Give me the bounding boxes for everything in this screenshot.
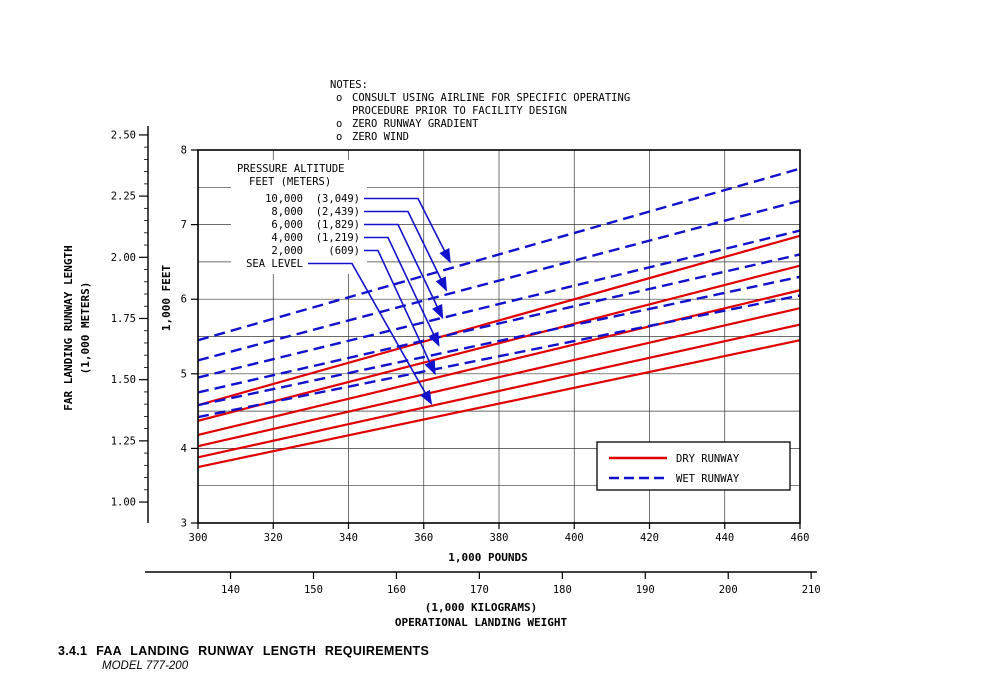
meters-tick-label: 1.50: [111, 374, 136, 386]
key-title-line1: PRESSURE ALTITUDE: [237, 163, 344, 175]
model-label: MODEL 777-200: [102, 660, 189, 672]
key-arrow: [308, 262, 433, 406]
wet-runway-line: [197, 294, 801, 419]
key-arrow: [364, 223, 444, 320]
meters-tick-label: 2.50: [111, 129, 136, 141]
dry-runway-line: [197, 339, 801, 469]
note-bullet: o: [336, 131, 342, 143]
kilograms-tick-label: 190: [636, 584, 655, 596]
key-arrow: [364, 210, 448, 292]
dry-runway-line: [197, 323, 801, 459]
axes: 300 320 340 360 380 400 420 440 460 3 4 5 6 7 8 1.00 1.2…: [111, 126, 821, 596]
kilograms-tick-label: 210: [802, 584, 821, 596]
feet-tick-label: 8: [181, 145, 187, 157]
legend-label: WET RUNWAY: [676, 473, 740, 485]
operational-landing-weight-title: OPERATIONAL LANDING WEIGHT: [395, 616, 568, 629]
wet-runway-line: [197, 229, 801, 379]
pounds-tick-label: 440: [715, 532, 734, 544]
caption-number: 3.4.1: [58, 644, 88, 658]
key-arrow: [364, 249, 436, 376]
kilograms-tick-label: 180: [553, 584, 572, 596]
caption-title: FAA LANDING RUNWAY LENGTH REQUIREMENTS: [96, 644, 430, 658]
note-bullet: o: [336, 118, 342, 130]
key-background: [231, 160, 367, 274]
feet-tick-label: 4: [181, 443, 187, 455]
key-altitude-label: 2,000: [271, 245, 303, 257]
key-arrow: [364, 236, 440, 347]
key-altitude-label: SEA LEVEL: [246, 258, 303, 270]
wet-runway-line: [197, 167, 801, 342]
dry-runway-line: [197, 307, 801, 448]
kilograms-axis-title: (1,000 KILOGRAMS): [425, 601, 538, 614]
key-altitude-label: 10,000: [265, 193, 303, 205]
note-text: CONSULT USING AIRLINE FOR SPECIFIC OPERA…: [352, 92, 630, 104]
pounds-tick-label: 320: [264, 532, 283, 544]
wet-runway-line: [197, 199, 801, 362]
pounds-tick-label: 380: [490, 532, 509, 544]
dry-runway-line: [197, 264, 801, 422]
feet-axis-title: 1,000 FEET: [160, 265, 173, 332]
legend-box: DRY RUNWAY WET RUNWAY: [596, 441, 791, 491]
pounds-tick-label: 420: [640, 532, 659, 544]
feet-tick-label: 5: [181, 368, 187, 380]
note-bullet: o: [336, 92, 342, 104]
wet-runway-line: [197, 253, 801, 394]
wet-runway-line: [197, 275, 801, 407]
pounds-tick-label: 400: [565, 532, 584, 544]
legend-label: DRY RUNWAY: [676, 453, 740, 465]
meters-tick-label: 2.00: [111, 252, 136, 264]
pounds-tick-label: 460: [791, 532, 810, 544]
key-arrow: [364, 197, 451, 264]
key-meters-label: (1,829): [316, 219, 360, 231]
meters-tick-label: 1.25: [111, 435, 136, 447]
notes-block: NOTES:o CONSULT USING AIRLINE FOR SPECIFI…: [330, 79, 630, 143]
feet-tick-label: 7: [181, 219, 187, 231]
note-text: ZERO WIND: [352, 131, 409, 143]
legend-frame: [596, 441, 791, 491]
pounds-axis-title: 1,000 POUNDS: [448, 551, 527, 564]
notes-title: NOTES:: [330, 79, 368, 91]
pounds-tick-label: 360: [414, 532, 433, 544]
kilograms-tick-label: 200: [719, 584, 738, 596]
meters-axis-title-line2: (1,000 METERS): [79, 282, 92, 375]
key-arrows: [308, 197, 451, 406]
data-series: [197, 167, 801, 469]
feet-tick-label: 6: [181, 294, 187, 306]
kilograms-tick-label: 170: [470, 584, 489, 596]
pounds-tick-label: 300: [189, 532, 208, 544]
dry-runway-line: [197, 234, 801, 407]
key-altitude-label: 6,000: [271, 219, 303, 231]
meters-tick-label: 2.25: [111, 191, 136, 203]
kilograms-tick-label: 160: [387, 584, 406, 596]
figure-caption: 3.4.1 FAA LANDING RUNWAY LENGTH REQUIREM…: [58, 644, 429, 672]
key-title-line2: FEET (METERS): [249, 176, 331, 188]
meters-tick-label: 1.00: [111, 497, 136, 509]
kilograms-tick-label: 140: [221, 584, 240, 596]
note-text: ZERO RUNWAY GRADIENT: [352, 118, 479, 130]
key-meters-label: (1,219): [316, 232, 360, 244]
dry-runway-line: [197, 289, 801, 437]
key-altitude-label: 8,000: [271, 206, 303, 218]
key-altitude-label: 4,000: [271, 232, 303, 244]
note-text: PROCEDURE PRIOR TO FACILITY DESIGN: [352, 105, 567, 117]
key-meters-label: (3,049): [316, 193, 360, 205]
key-meters-label: (2,439): [316, 206, 360, 218]
pounds-tick-label: 340: [339, 532, 358, 544]
kilograms-tick-label: 150: [304, 584, 323, 596]
key-meters-label: (609): [328, 245, 360, 257]
meters-axis-title-line1: FAR LANDING RUNWAY LENGTH: [62, 245, 75, 411]
runway-length-chart: DRY RUNWAY WET RUNWAY 300 320 340 360 380 400 4…: [62, 79, 821, 629]
meters-tick-label: 1.75: [111, 313, 136, 325]
feet-tick-label: 3: [181, 518, 187, 530]
